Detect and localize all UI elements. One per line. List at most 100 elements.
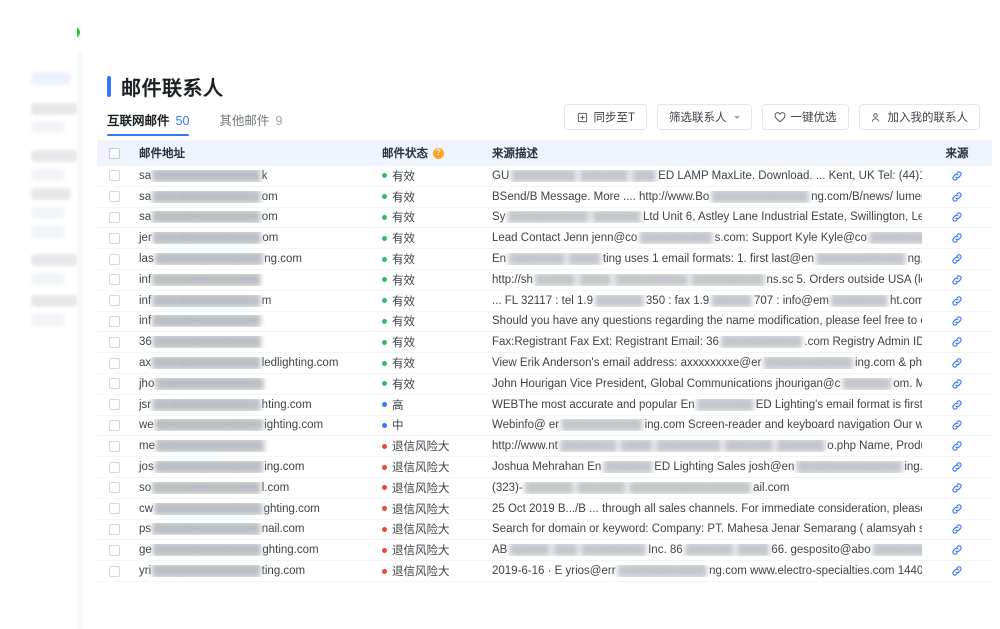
column-header-source[interactable]: 来源 [945,148,969,160]
column-header-email[interactable]: 邮件地址 [139,148,185,160]
table-row[interactable]: sa █████████████ om 有效 Sy ██████████ ██████ L… [97,208,992,229]
row-checkbox[interactable] [108,523,120,535]
link-icon[interactable] [951,211,963,223]
row-checkbox[interactable] [108,544,120,556]
link-icon[interactable] [951,461,963,473]
tab-label: 其他邮件 [219,114,270,128]
table-row[interactable]: ge █████████████ ghting.com 退信风险大 AB █████ █… [97,540,992,562]
table-row[interactable]: ps █████████████ nail.com 退信风险大 Search for d… [97,520,992,541]
row-checkbox[interactable] [108,378,120,390]
link-icon[interactable] [951,232,963,244]
table-row[interactable]: jer █████████████ om 有效 Lead Contact Jenn je… [97,228,992,250]
source-description-cell: Webinfo@ er ██████████ ing.com Screen-rea… [484,419,922,431]
table-row[interactable]: cw █████████████ ghting.com 退信风险大 25 Oct 201… [97,499,992,520]
column-header-source-description[interactable]: 来源描述 [492,148,538,160]
description-text: Lead Contact Jenn jenn@co [492,232,638,245]
row-checkbox[interactable] [108,461,120,473]
link-icon[interactable] [951,378,963,390]
table-row[interactable]: ax █████████████ ledlighting.com 有效 View Eri… [97,353,992,374]
email-redacted: █████████████ [152,398,261,411]
link-icon[interactable] [951,565,963,577]
sidebar-item-placeholder[interactable] [31,295,78,307]
row-checkbox[interactable] [108,357,120,369]
sidebar-item-placeholder[interactable] [31,169,65,181]
link-icon[interactable] [951,523,963,535]
sidebar-item-placeholder[interactable] [31,121,65,133]
source-description-cell: WEBThe most accurate and popular En ████… [484,399,922,411]
description-text: WEBThe most accurate and popular En [492,398,695,411]
table-row[interactable]: we █████████████ ighting.com 中 Webinfo@ er █… [97,416,992,437]
table-row[interactable]: jho █████████████ 有效 John Hourigan Vice Pre… [97,374,992,395]
email-address-cell: inf █████████████ m [131,295,374,307]
link-icon[interactable] [951,274,963,286]
row-checkbox[interactable] [108,336,120,348]
sidebar-item-placeholder[interactable] [31,273,65,285]
help-icon[interactable]: ? [433,147,444,159]
table-row[interactable]: las █████████████ ng.com 有效 En ███████ ████ t… [97,249,992,270]
email-suffix: hting.com [261,398,312,411]
link-icon[interactable] [951,191,963,203]
table-row[interactable]: inf █████████████ m 有效... FL 32117 : tel 1.… [97,291,992,312]
sidebar-item-placeholder[interactable] [31,314,65,326]
row-checkbox[interactable] [108,503,120,515]
link-icon[interactable] [951,503,963,515]
table-row[interactable]: jos █████████████ ing.com 退信风险大 Joshua Mehra… [97,457,992,478]
table-row[interactable]: me █████████████ 退信风险大 http://www.nt ██████… [97,436,992,458]
link-icon[interactable] [951,357,963,369]
email-address-cell: inf █████████████ [131,274,374,286]
link-icon[interactable] [951,315,963,327]
add-to-my-contacts-button[interactable]: 加入我的联系人 [858,104,980,130]
row-checkbox[interactable] [108,419,120,431]
table-row[interactable]: inf █████████████ 有效 http://sh █████ ████ █… [97,270,992,291]
row-checkbox[interactable] [108,274,120,286]
description-redacted: ██████████ [720,336,803,349]
row-checkbox[interactable] [108,232,120,244]
table-row[interactable]: yri █████████████ ting.com 退信风险大 2019-6-16 ·… [97,561,992,582]
status-label: 退信风险大 [392,566,450,579]
sidebar-item-placeholder[interactable] [31,188,71,200]
table-row[interactable]: 36 █████████████ 有效 Fax:Registrant Fax Ext:… [97,332,992,354]
table-row[interactable]: sa █████████████ k 有效 GU ████████ ██████ ███… [97,166,992,187]
column-header-status[interactable]: 邮件状态 ? [374,145,484,161]
link-icon[interactable] [951,295,963,307]
link-icon[interactable] [951,336,963,348]
link-icon[interactable] [951,544,963,556]
source-cell [922,295,992,307]
table-row[interactable]: jsr █████████████ hting.com 高 WEBThe most ac… [97,395,992,416]
description-text: En [492,253,507,266]
sidebar-item-placeholder[interactable] [31,103,78,115]
link-icon[interactable] [951,440,963,452]
row-checkbox[interactable] [108,211,120,223]
table-row[interactable]: so █████████████ l.com 退信风险大 (323)- ██████ █… [97,478,992,499]
row-checkbox[interactable] [108,399,120,411]
link-icon[interactable] [951,482,963,494]
email-suffix: om [261,211,278,224]
row-checkbox[interactable] [108,565,120,577]
tab-internet-mail[interactable]: 互联网邮件 50 [107,110,190,136]
link-icon[interactable] [951,419,963,431]
sidebar-item-placeholder[interactable] [31,207,65,219]
sync-to-t-button[interactable]: 同步至T [564,104,647,130]
row-checkbox[interactable] [108,170,120,182]
filter-contacts-button[interactable]: 筛选联系人 [657,104,752,130]
tab-other-mail[interactable]: 其他邮件 9 [219,110,282,136]
sidebar-item-placeholder[interactable] [31,150,78,162]
link-icon[interactable] [951,253,963,265]
sidebar-item-placeholder[interactable] [31,72,71,85]
link-icon[interactable] [951,170,963,182]
one-click-optimize-button[interactable]: 一键优选 [761,104,849,130]
table-row[interactable]: sa █████████████ om 有效 BSend/B Message. More… [97,187,992,208]
row-checkbox[interactable] [108,315,120,327]
status-cell: 中 [374,417,484,433]
row-checkbox[interactable] [108,191,120,203]
table-row[interactable]: inf █████████████ 有效 Should you have any qu… [97,312,992,333]
link-icon[interactable] [951,399,963,411]
status-label: 有效 [392,233,415,246]
row-checkbox[interactable] [108,482,120,494]
row-checkbox[interactable] [108,253,120,265]
row-checkbox[interactable] [108,440,120,452]
sidebar-item-placeholder[interactable] [31,226,65,238]
sidebar-item-placeholder[interactable] [31,254,78,266]
select-all-checkbox[interactable] [108,147,120,159]
row-checkbox[interactable] [108,295,120,307]
